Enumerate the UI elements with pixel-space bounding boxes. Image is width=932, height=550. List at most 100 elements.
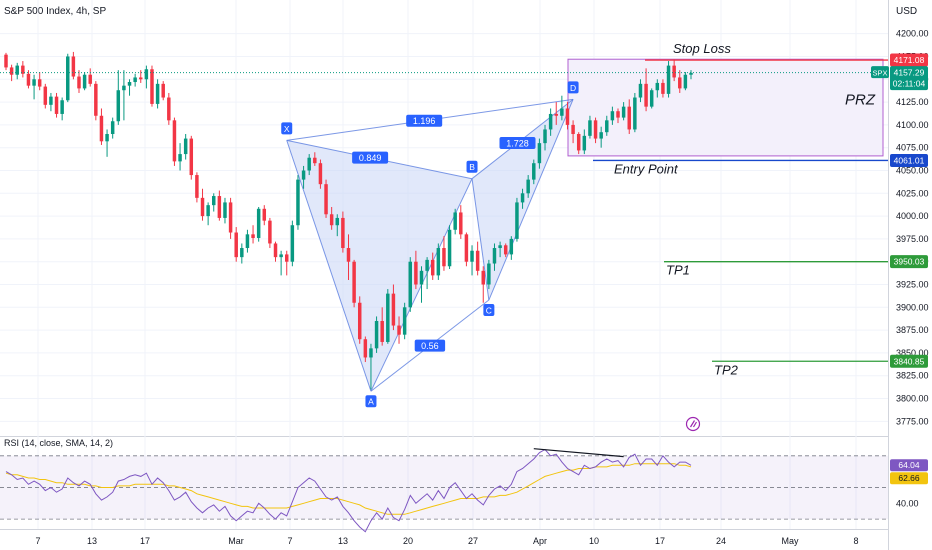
candle-body [599,132,603,139]
point-badge [567,81,579,94]
candle-body [234,232,238,258]
time-tick-label: 13 [87,536,97,546]
candle-body [689,72,693,75]
prz-rectangle [567,58,884,157]
candle-body [301,170,306,180]
symbol-badge [871,66,889,79]
candle-body [296,179,300,226]
candle-body [576,134,581,151]
candle-body [621,106,626,118]
level-value: 4171.08 [894,55,925,65]
candle-body [273,243,278,258]
candle-body [21,65,25,74]
trade-levels[interactable]: Stop Loss 4171.08 Entry Point 4061.01 TP1 395… [0,41,928,377]
candle-body [678,77,682,89]
candle-body [554,113,558,116]
point-badge [483,304,495,317]
candle-body [94,83,98,116]
ratio-badge [352,151,389,164]
candle-body [425,259,429,271]
last-price-badge [890,66,928,91]
time-tick-label: 7 [35,536,40,546]
rsi-ma-badge [890,472,928,485]
candle-body [397,325,401,335]
ratio-label: 1.728 [506,138,529,148]
candle-body [200,197,205,217]
candle-body [167,97,171,121]
candle-body [526,179,530,194]
time-axis: 7 13 17 Mar 7 13 20 27 Apr 10 17 24 May 8 [35,536,858,546]
divergence-line [533,448,624,458]
candle-body [683,74,688,89]
ratio-badge [499,136,536,149]
candle-body [66,56,70,101]
ratio-label: 0.56 [421,341,439,351]
candle-body [666,65,671,94]
candle-body [509,238,514,255]
candle-body [672,65,676,78]
candle-body [335,217,340,226]
candle-body [54,96,59,114]
candle-body [307,157,311,171]
time-tick-label: 17 [140,536,150,546]
level-badge [890,153,928,167]
candle-body [183,138,188,155]
prz-zone[interactable]: PRZ [567,58,884,157]
candle-body [380,320,384,342]
ratio-label: 0.849 [359,153,382,163]
level-label: TP2 [714,362,739,377]
candle-body [616,111,620,118]
candle-body [15,65,19,75]
symbol-label: SPX [872,69,887,78]
candle-body [262,208,267,221]
candle-body [206,205,210,217]
candle-body [470,250,474,262]
time-tick-label: 27 [468,536,478,546]
xab-triangle [286,140,473,392]
candle-body [116,90,121,122]
candle-body [223,202,227,218]
level-badge [890,53,928,67]
candle-body [386,293,390,342]
candle-body [77,76,81,89]
time-tick-label: Apr [533,536,547,546]
candle-body [178,154,182,162]
time-tick-label: 24 [716,536,726,546]
candle-body [374,320,379,349]
candle-body [565,108,570,125]
time-tick-label: 7 [287,536,292,546]
price-tick-label: 3925.00 [896,280,929,290]
candle-body [492,248,497,264]
time-tick-label: 13 [338,536,348,546]
candle-body [419,270,424,285]
rsi-value-badge [890,459,928,472]
candle-body [122,85,126,91]
ratio-badge [414,339,446,352]
event-marker-icon[interactable] [685,416,701,432]
candle-body [548,113,553,130]
candle-body [240,248,244,258]
candle-body [245,234,250,249]
candle-body [357,302,362,340]
candle-body [369,348,373,358]
candle-body [475,250,480,271]
candle-body [60,100,64,114]
candle-body [363,339,368,358]
candle-body [532,163,536,180]
price-tick-label: 3875.00 [896,325,929,335]
ratio-badge [406,114,443,127]
price-tick-label: 4200.00 [896,29,929,39]
candle-body [520,193,525,203]
level-label: Stop Loss [673,41,731,56]
candle-body [442,248,446,267]
point-label: X [284,124,290,134]
pattern-leg-BC [471,178,490,301]
time-tick-label: May [781,536,799,546]
candle-body [37,79,42,87]
price-tick-label: 4125.00 [896,97,929,107]
level-badge [890,255,928,269]
candle-body [464,234,469,262]
candle-body [150,69,154,104]
candle-body [71,56,76,77]
